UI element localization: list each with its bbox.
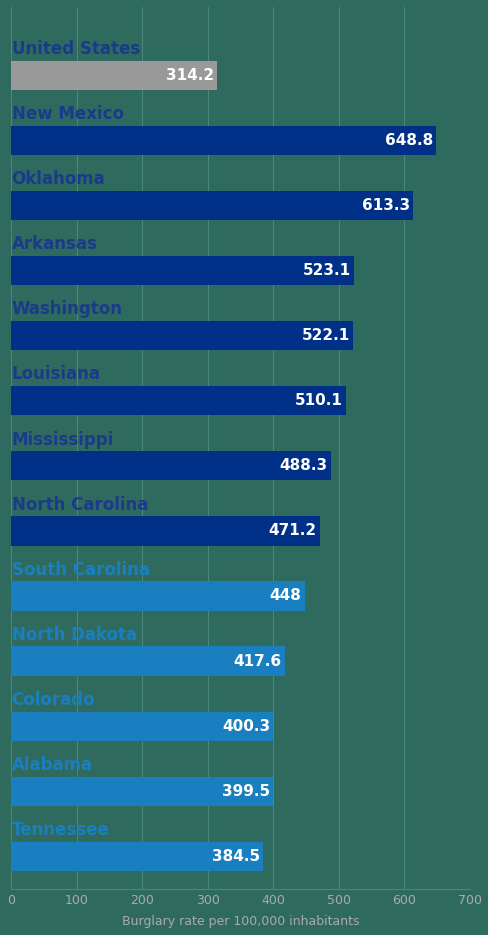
Text: 613.3: 613.3 bbox=[361, 198, 409, 213]
Bar bbox=[11, 646, 284, 676]
Text: Tennessee: Tennessee bbox=[12, 821, 109, 839]
Text: 510.1: 510.1 bbox=[294, 394, 342, 409]
Text: 471.2: 471.2 bbox=[268, 524, 316, 539]
Text: 314.2: 314.2 bbox=[165, 67, 213, 83]
Bar bbox=[11, 386, 345, 415]
Text: South Carolina: South Carolina bbox=[12, 561, 149, 579]
Text: 399.5: 399.5 bbox=[221, 784, 269, 798]
Bar bbox=[11, 777, 272, 806]
Text: North Dakota: North Dakota bbox=[12, 626, 137, 644]
Text: North Carolina: North Carolina bbox=[12, 496, 148, 513]
Bar bbox=[11, 321, 353, 351]
Text: New Mexico: New Mexico bbox=[12, 105, 123, 123]
Text: Arkansas: Arkansas bbox=[12, 236, 97, 253]
Bar bbox=[11, 61, 217, 90]
Bar bbox=[11, 256, 353, 285]
Text: 448: 448 bbox=[269, 588, 301, 603]
Text: 648.8: 648.8 bbox=[384, 133, 432, 148]
X-axis label: Burglary rate per 100,000 inhabitants: Burglary rate per 100,000 inhabitants bbox=[122, 915, 359, 928]
Bar bbox=[11, 191, 412, 220]
Bar bbox=[11, 452, 330, 481]
Text: 400.3: 400.3 bbox=[222, 719, 270, 734]
Text: United States: United States bbox=[12, 40, 140, 58]
Text: 488.3: 488.3 bbox=[279, 458, 327, 473]
Bar bbox=[11, 582, 304, 611]
Text: Colorado: Colorado bbox=[12, 691, 95, 709]
Text: Alabama: Alabama bbox=[12, 756, 93, 774]
Bar bbox=[11, 712, 273, 741]
Bar bbox=[11, 842, 263, 871]
Bar bbox=[11, 125, 436, 155]
Bar bbox=[11, 516, 319, 545]
Text: Mississippi: Mississippi bbox=[12, 430, 114, 449]
Text: Louisiana: Louisiana bbox=[12, 366, 101, 383]
Text: 523.1: 523.1 bbox=[302, 263, 350, 278]
Text: 384.5: 384.5 bbox=[211, 849, 259, 864]
Text: 417.6: 417.6 bbox=[233, 654, 281, 669]
Text: Washington: Washington bbox=[12, 300, 122, 319]
Text: Oklahoma: Oklahoma bbox=[12, 170, 105, 188]
Text: 522.1: 522.1 bbox=[301, 328, 349, 343]
